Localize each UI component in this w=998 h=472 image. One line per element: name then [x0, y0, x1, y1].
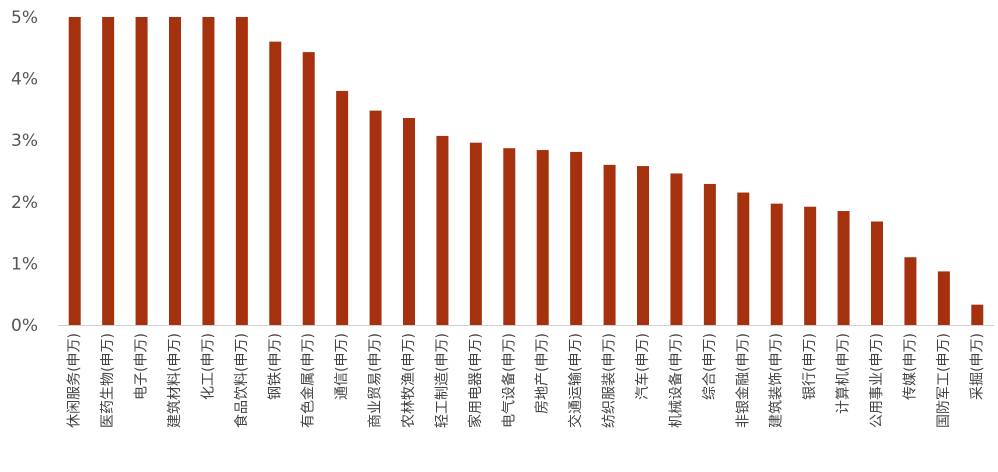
bar [637, 166, 649, 325]
x-tick-label: 综合(申万) [702, 333, 718, 400]
bars [68, 17, 984, 325]
y-tick-label: 4% [11, 70, 38, 90]
x-tick-label: 非银金融(申万) [735, 333, 751, 428]
bar [302, 52, 315, 325]
x-tick-label: 休闲服务(申万) [67, 333, 83, 428]
x-tick-label: 家用电器(申万) [467, 333, 484, 428]
x-tick-label: 农林牧渔(申万) [401, 333, 417, 428]
bar [737, 192, 750, 325]
x-tick-label: 计算机(申万) [836, 333, 852, 414]
x-tick-label: 化工(申万) [200, 333, 216, 400]
x-tick-label: 纺织服装(申万) [602, 333, 618, 428]
x-axis-labels: 休闲服务(申万) 医药生物(申万) 电子(申万) 建筑材料(申万) 化工(申万) 食品饮料… [67, 333, 986, 428]
x-tick-label: 钢铁(申万) [267, 333, 283, 400]
x-tick-label: 国防军工(申万) [936, 333, 952, 428]
x-tick-label: 轻工制造(申万) [434, 333, 450, 428]
bar [937, 271, 950, 325]
x-tick-label: 医药生物(申万) [100, 333, 116, 428]
x-tick-label: 商业贸易(申万) [368, 333, 384, 428]
y-tick-label: 2% [11, 193, 38, 213]
x-tick-label: 有色金属(申万) [300, 333, 317, 428]
x-tick-label: 电子(申万) [134, 333, 150, 400]
x-tick-label: 汽车(申万) [634, 333, 651, 400]
bar [436, 135, 449, 325]
x-tick-label: 传媒(申万) [902, 333, 918, 400]
x-tick-label: 公用事业(申万) [869, 333, 885, 428]
x-tick-label: 交通运输(申万) [567, 333, 584, 428]
x-tick-label: 电气设备(申万) [500, 333, 517, 428]
bar [904, 257, 917, 325]
x-tick-label: 建筑材料(申万) [167, 333, 183, 428]
x-tick-label: 食品饮料(申万) [233, 333, 250, 428]
y-axis: 0% 1% 2% 3% 4% 5% [11, 8, 38, 336]
bar [871, 221, 883, 325]
bar [804, 206, 817, 325]
bar [837, 211, 850, 325]
y-tick-label: 0% [11, 316, 38, 336]
y-tick-label: 1% [11, 254, 38, 274]
bar [68, 17, 81, 325]
bar [135, 17, 148, 325]
bar [235, 17, 248, 325]
bar [603, 164, 616, 325]
bar [536, 150, 549, 325]
bar [169, 17, 181, 325]
x-tick-label: 通信(申万) [334, 333, 350, 400]
bar [703, 183, 716, 325]
bar [770, 203, 783, 325]
bar [202, 17, 215, 325]
bar [503, 148, 516, 325]
x-tick-label: 房地产(申万) [535, 333, 551, 414]
bar [670, 173, 683, 325]
x-tick-label: 机械设备(申万) [667, 333, 684, 428]
bar [269, 41, 282, 325]
bar [469, 142, 482, 325]
y-tick-label: 5% [11, 8, 38, 28]
x-tick-label: 建筑装饰(申万) [769, 333, 785, 428]
bar [403, 118, 415, 325]
y-tick-label: 3% [11, 131, 38, 151]
bar [102, 17, 115, 325]
bar [570, 151, 583, 325]
x-tick-label: 采掘(申万) [969, 333, 985, 400]
x-tick-label: 银行(申万) [802, 333, 818, 400]
bar [971, 304, 984, 325]
bar [336, 90, 349, 325]
bar [369, 110, 382, 325]
